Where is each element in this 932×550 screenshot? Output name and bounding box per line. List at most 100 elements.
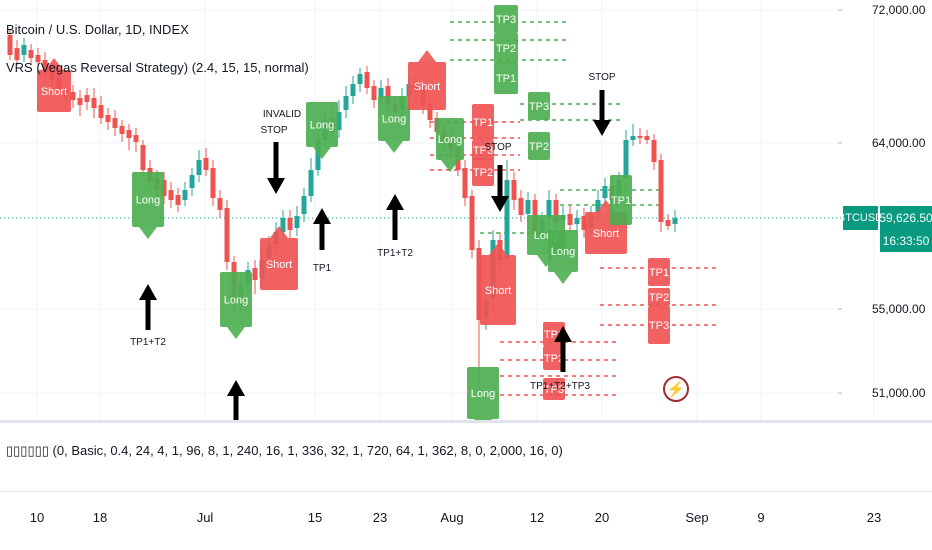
long-signal-box-pointer xyxy=(139,227,157,239)
long-signal-box-pointer xyxy=(227,327,245,339)
tp-hit-arrow-shaft xyxy=(233,394,239,420)
tp1-box xyxy=(610,175,632,225)
short-signal-box-label: Short xyxy=(266,259,292,271)
candle-body xyxy=(525,200,531,214)
tp3-box-label: TP3 xyxy=(649,320,669,332)
symbol-title[interactable]: Bitcoin / U.S. Dollar, 1D, INDEX xyxy=(6,22,189,37)
time-label: 18 xyxy=(92,510,108,525)
candle-body xyxy=(196,160,202,175)
candle-body xyxy=(350,84,356,96)
long-signal-box xyxy=(220,272,252,327)
tp-hit-arrow-shaft xyxy=(560,340,566,372)
short-signal-box-pointer xyxy=(418,50,436,62)
candle-body xyxy=(672,218,678,224)
tp-hit-arrow-head xyxy=(554,326,572,342)
tp3-box xyxy=(528,92,550,120)
tp2-box xyxy=(543,346,565,370)
candle-body xyxy=(168,190,174,200)
candle-body xyxy=(637,136,643,138)
long-signal-box-label: Long xyxy=(551,246,575,258)
candle-body xyxy=(630,136,636,140)
candle-body xyxy=(469,196,475,250)
time-axis-separator xyxy=(0,491,932,492)
candle-body xyxy=(504,180,510,258)
long-signal-box xyxy=(132,172,164,227)
candle-body xyxy=(77,98,83,105)
long-signal-box-pointer xyxy=(313,147,331,159)
short-signal-box-pointer xyxy=(489,243,507,255)
time-axis[interactable]: 10 18 Jul 15 23 Aug 12 20 Sep 9 23 xyxy=(0,492,932,550)
candle-body xyxy=(665,220,671,226)
tp3-box xyxy=(494,5,518,33)
candle-body xyxy=(546,200,552,218)
tp2-box-label: TP2 xyxy=(544,353,564,365)
tp-hit-arrow-shaft xyxy=(319,222,325,250)
candle-body xyxy=(623,140,629,178)
long-signal-box-label: Long xyxy=(382,114,406,126)
short-signal-box xyxy=(480,255,516,325)
invalid-label: INVALID xyxy=(263,109,301,120)
short-signal-box-label: Short xyxy=(414,81,440,93)
long-signal-box-label: Long xyxy=(224,295,248,307)
short-signal-box xyxy=(260,238,298,290)
candle-body xyxy=(84,95,90,102)
stop-label: STOP xyxy=(588,72,615,83)
candle-body xyxy=(217,198,223,210)
candle-body xyxy=(280,218,286,232)
candle-body xyxy=(98,105,104,118)
tp2-box-label: TP2 xyxy=(473,167,493,179)
candle-body xyxy=(203,158,209,170)
tp-hit-label: TP1 xyxy=(313,263,332,274)
long-signal-box xyxy=(378,96,410,141)
time-label: 15 xyxy=(307,510,323,525)
candle-body xyxy=(294,216,300,228)
candle-body xyxy=(301,196,307,214)
tp2-box-label: TP2 xyxy=(529,141,549,153)
indicator-pane[interactable]: ▯▯▯▯▯▯ (0, Basic, 0.4, 24, 4, 1, 96, 8, … xyxy=(0,423,932,491)
pane-separator[interactable] xyxy=(0,420,932,423)
candle-body xyxy=(357,74,363,84)
tp1-box-label: TP1 xyxy=(611,195,631,207)
long-signal-box xyxy=(467,367,499,419)
tp1-box xyxy=(472,104,494,140)
long-signal-box xyxy=(436,118,464,160)
time-label: 12 xyxy=(529,510,545,525)
candle-body xyxy=(119,126,125,134)
long-signal-box-pointer xyxy=(385,141,403,153)
short-signal-box-pointer xyxy=(45,58,63,70)
indicator-legend[interactable]: VRS (Vegas Reversal Strategy) (2.4, 15, … xyxy=(6,60,309,75)
short-signal-box-label: Short xyxy=(593,228,619,240)
price-label-51000: 51,000.00 xyxy=(872,386,926,400)
short-signal-box-label: Short xyxy=(41,86,67,98)
indicator-pane-legend[interactable]: ▯▯▯▯▯▯ (0, Basic, 0.4, 24, 4, 1, 96, 8, … xyxy=(6,443,563,458)
stop-arrow-shaft xyxy=(497,165,503,198)
lightning-icon[interactable]: ⚡ xyxy=(663,376,689,402)
time-label: 9 xyxy=(757,510,765,525)
tp2-box xyxy=(528,132,550,160)
main-chart-pane[interactable]: Short Long Long Short Long Long Short Long TP1 TP… xyxy=(0,0,932,420)
tp3-box-label: TP3 xyxy=(496,14,516,26)
candle-body xyxy=(511,180,517,200)
tp3-box-label: TP3 xyxy=(529,101,549,113)
price-chart[interactable]: Short Long Long Short Long Long Short Long TP1 TP… xyxy=(0,0,932,420)
candle-body xyxy=(91,98,97,108)
candle-body xyxy=(644,136,650,140)
candle-body xyxy=(189,175,195,188)
short-signal-box xyxy=(37,70,71,112)
bar-countdown: 16:33:50 xyxy=(880,230,932,252)
candle-body xyxy=(595,200,601,212)
tp-hit-arrow-head xyxy=(386,194,404,210)
tp1-box xyxy=(648,258,670,286)
tp2-box-label: TP2 xyxy=(649,292,669,304)
candle-body xyxy=(315,140,321,170)
stop-arrow-head xyxy=(593,120,611,136)
candle-body xyxy=(112,118,118,128)
tp3-box-label: TP3 xyxy=(473,145,493,157)
tp-hit-arrow-shaft xyxy=(145,298,151,330)
tp2-box xyxy=(494,33,518,63)
stop-arrow-head xyxy=(267,178,285,194)
tp-hit-label: TP1+T2 xyxy=(377,248,413,259)
candle-body xyxy=(581,216,587,230)
candle-body xyxy=(7,35,13,55)
tp-hit-label: TP1+T2+TP3 xyxy=(530,381,590,392)
